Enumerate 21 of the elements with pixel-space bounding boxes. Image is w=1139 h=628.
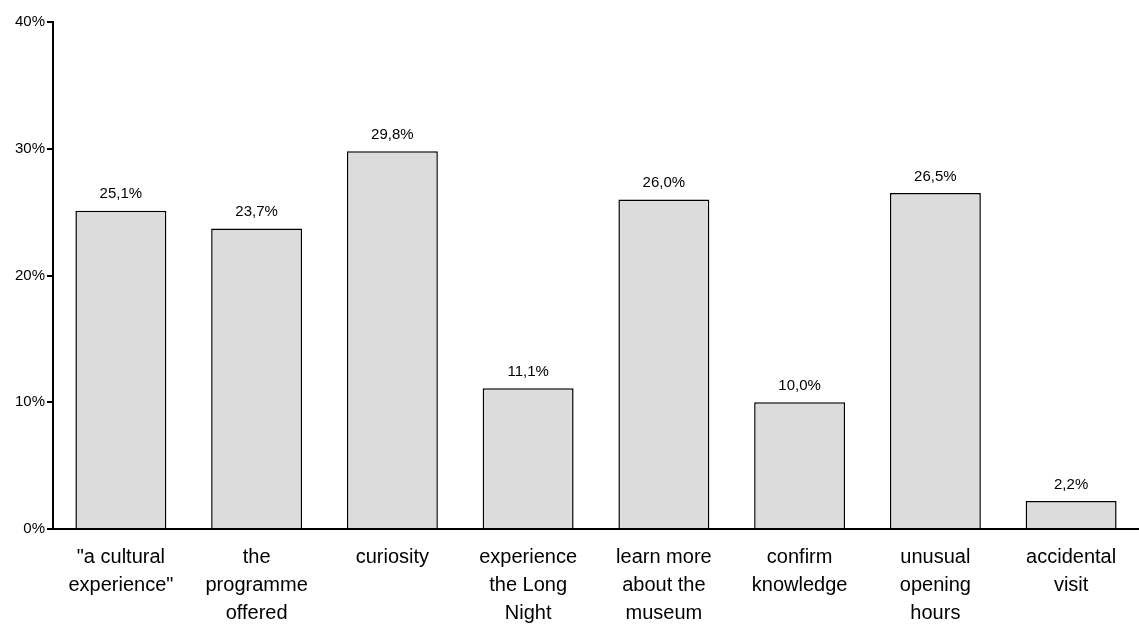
x-tick-label: accidental visit [1026,544,1117,595]
x-tick-label: experience the Long Night [479,544,578,623]
data-label: 25,1% [99,184,143,202]
x-tick-label: unusual opening hours [899,544,971,623]
x-tick-label: the programme offered [205,544,308,623]
x-tick-label: confirm knowledge [751,544,848,595]
y-tick-label: 0% [23,519,45,537]
x-tick-label: "a cultural experience" [68,544,174,595]
data-label: 26,5% [914,166,957,184]
data-label: 29,8% [371,124,414,142]
data-label: 11,1% [507,361,549,379]
y-tick-label: 20% [14,265,45,283]
data-label: 26,0% [642,173,686,191]
y-tick-label: 10% [14,392,45,410]
data-label: 2,2% [1054,474,1089,492]
x-tick-label: learn more about the museum [616,544,712,623]
y-tick-label: 40% [14,12,45,30]
data-label: 10,0% [778,375,821,393]
data-label: 23,7% [235,202,278,220]
y-tick-label: 30% [14,138,45,156]
x-tick-label: curiosity [355,544,430,567]
